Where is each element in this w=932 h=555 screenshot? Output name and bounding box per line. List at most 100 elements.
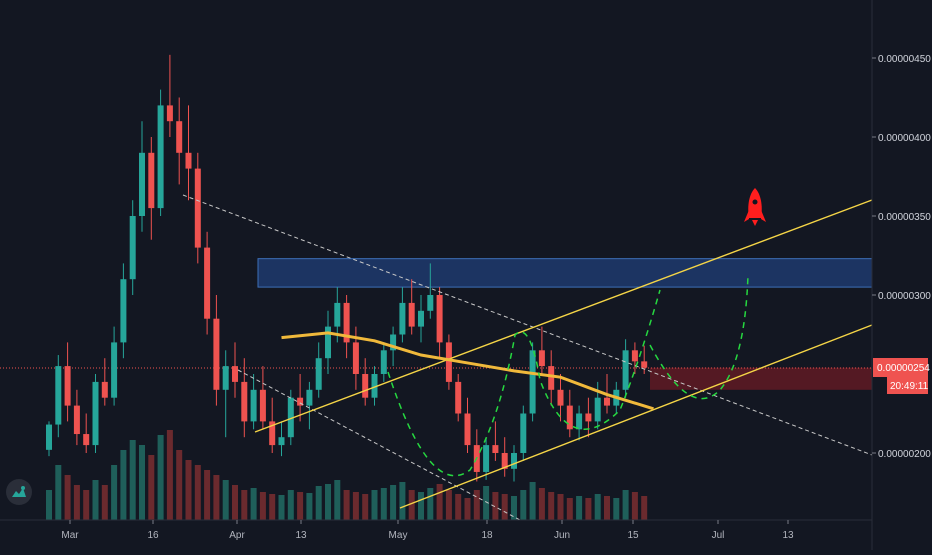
volume-bar bbox=[343, 490, 350, 520]
candle-body bbox=[418, 310, 424, 327]
volume-bar bbox=[464, 498, 471, 520]
candle-body bbox=[464, 413, 471, 446]
volume-bar bbox=[371, 490, 378, 520]
candle-body bbox=[278, 437, 285, 446]
price-tick-label: 0.00000400 bbox=[878, 133, 931, 144]
volume-bar bbox=[455, 494, 462, 520]
time-tick-label: 18 bbox=[481, 530, 493, 541]
candle-body bbox=[176, 121, 183, 153]
candle-body bbox=[576, 413, 583, 430]
time-tick-label: Apr bbox=[229, 530, 245, 541]
lower-falling-trendline bbox=[237, 369, 521, 521]
time-tick-label: 13 bbox=[295, 530, 307, 541]
candle-body bbox=[213, 318, 220, 390]
volume-bar bbox=[92, 480, 99, 520]
candle-body bbox=[73, 405, 80, 435]
price-tick-label: 0.00000200 bbox=[878, 449, 931, 460]
volume-bar bbox=[148, 455, 155, 520]
candles-layer bbox=[46, 54, 648, 482]
candle-body bbox=[566, 405, 573, 430]
candle-body bbox=[334, 302, 341, 327]
candle-body bbox=[529, 350, 536, 414]
volume-bar bbox=[46, 490, 52, 520]
candle-body bbox=[352, 342, 359, 374]
price-tick-label: 0.00000300 bbox=[878, 291, 931, 302]
candle-body bbox=[241, 381, 248, 422]
time-tick-label: 15 bbox=[627, 530, 639, 541]
rocket-icon bbox=[744, 188, 766, 226]
volume-bar bbox=[613, 498, 620, 520]
candle-body bbox=[641, 361, 648, 368]
volume-bar bbox=[631, 492, 638, 520]
volume-bar bbox=[483, 486, 490, 520]
volume-bar bbox=[557, 494, 564, 520]
volume-bar bbox=[604, 496, 610, 520]
candle-body bbox=[287, 397, 294, 438]
volume-bar bbox=[73, 485, 80, 520]
volume-bar bbox=[418, 492, 424, 520]
volume-bar bbox=[287, 490, 294, 520]
time-tick-label: 13 bbox=[782, 530, 794, 541]
tradingview-logo-icon[interactable] bbox=[6, 479, 32, 505]
volume-bar bbox=[641, 496, 648, 520]
volume-bar bbox=[334, 480, 341, 520]
candle-body bbox=[594, 397, 601, 422]
volume-bar bbox=[594, 494, 601, 520]
candle-body bbox=[492, 445, 499, 453]
candle-body bbox=[325, 326, 331, 359]
time-tick-label: Mar bbox=[61, 530, 79, 541]
candle-body bbox=[92, 381, 99, 446]
candle-body bbox=[362, 374, 369, 398]
volume-bar bbox=[501, 494, 508, 520]
volume-bar bbox=[325, 484, 331, 520]
volume-bar bbox=[64, 475, 71, 520]
candle-body bbox=[631, 350, 638, 362]
volume-bar bbox=[213, 475, 220, 520]
candle-body bbox=[148, 152, 155, 209]
price-axis[interactable]: 0.00000450 0.00000400 0.00000350 0.00000300… bbox=[872, 54, 931, 460]
candle-body bbox=[111, 342, 118, 398]
candle-body bbox=[129, 216, 136, 280]
volume-bar bbox=[166, 430, 173, 520]
projection-path-1 bbox=[387, 289, 661, 477]
candle-body bbox=[315, 358, 322, 390]
volume-bar bbox=[399, 482, 406, 520]
candle-body bbox=[622, 350, 629, 390]
candle-body bbox=[55, 366, 62, 425]
volume-bar bbox=[315, 486, 322, 520]
volume-bar bbox=[306, 493, 313, 520]
volume-bar bbox=[352, 492, 359, 520]
volume-bar bbox=[520, 490, 527, 520]
volume-bar bbox=[538, 488, 545, 520]
drawings-layer bbox=[182, 188, 873, 521]
volume-bar bbox=[185, 460, 192, 520]
price-tick-label: 0.00000450 bbox=[878, 54, 931, 65]
volume-bar bbox=[278, 495, 285, 520]
moving-average-line bbox=[281, 331, 654, 411]
candle-body bbox=[194, 168, 201, 248]
last-price-label: 0.00000254 bbox=[877, 363, 930, 374]
candle-body bbox=[557, 389, 564, 406]
candle-body bbox=[83, 434, 90, 446]
candle-body bbox=[269, 421, 276, 446]
zones-layer bbox=[0, 258, 873, 390]
time-axis[interactable]: Mar 16 Apr 13 May 18 Jun 15 Jul 13 bbox=[61, 520, 794, 541]
candle-body bbox=[501, 453, 508, 469]
candle-body bbox=[157, 105, 164, 209]
upper-falling-trendline bbox=[182, 194, 873, 456]
volume-bar bbox=[362, 494, 369, 520]
volume-bar bbox=[445, 490, 452, 520]
candle-body bbox=[604, 397, 610, 406]
candle-body bbox=[427, 295, 434, 311]
volume-bar bbox=[585, 498, 592, 520]
volume-bar bbox=[259, 492, 266, 520]
volume-bar bbox=[111, 465, 118, 520]
candle-body bbox=[306, 389, 313, 406]
channel-lower-line bbox=[399, 324, 873, 509]
candle-body bbox=[46, 424, 52, 450]
candle-body bbox=[483, 445, 490, 472]
volume-bar bbox=[204, 470, 211, 520]
volume-bar bbox=[194, 465, 201, 520]
volume-layer bbox=[46, 430, 648, 520]
